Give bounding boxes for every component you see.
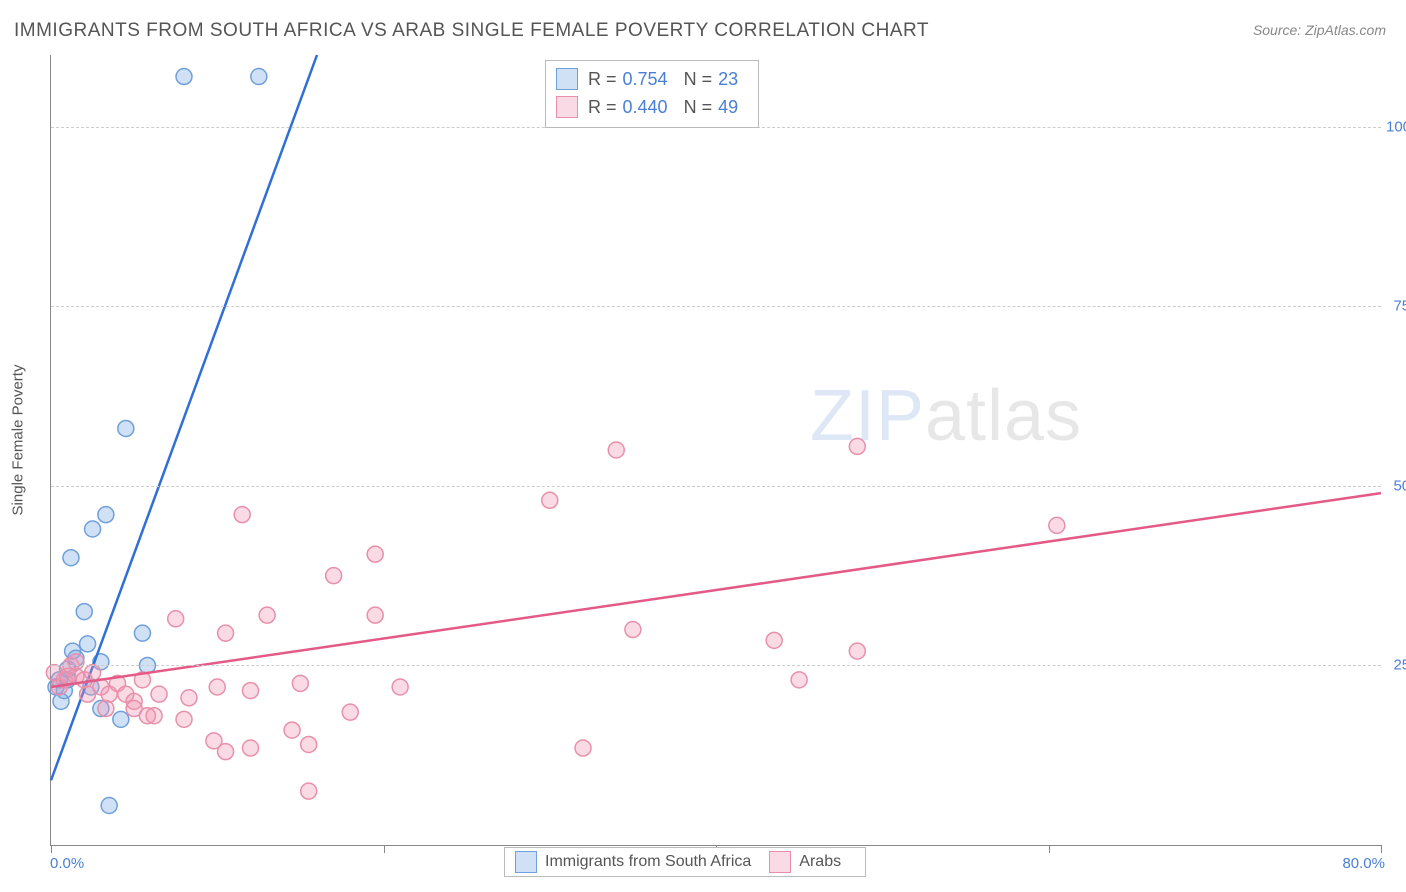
- x-tick: [1381, 845, 1382, 853]
- data-point: [85, 521, 101, 537]
- data-point: [146, 708, 162, 724]
- legend-label-sa: Immigrants from South Africa: [545, 853, 751, 871]
- data-point: [367, 607, 383, 623]
- x-tick: [1049, 845, 1050, 853]
- data-point: [76, 604, 92, 620]
- data-point: [326, 568, 342, 584]
- gridline: [51, 306, 1381, 307]
- y-tick-label: 50.0%: [1386, 477, 1406, 494]
- data-point: [151, 686, 167, 702]
- chart-plot-area: 25.0%50.0%75.0%100.0%: [50, 55, 1381, 846]
- data-point: [80, 636, 96, 652]
- data-point: [284, 722, 300, 738]
- x-tick-0: 0.0%: [50, 855, 84, 872]
- n-value-arab: 49: [718, 93, 738, 121]
- r-value-sa: 0.754: [623, 65, 668, 93]
- data-point: [98, 507, 114, 523]
- data-point: [367, 546, 383, 562]
- data-point: [63, 550, 79, 566]
- data-point: [342, 704, 358, 720]
- data-point: [176, 711, 192, 727]
- data-point: [251, 69, 267, 85]
- data-point: [98, 701, 114, 717]
- gridline: [51, 486, 1381, 487]
- data-point: [575, 740, 591, 756]
- data-point: [168, 611, 184, 627]
- swatch-arab: [769, 851, 791, 873]
- data-point: [301, 736, 317, 752]
- series-legend: Immigrants from South Africa Arabs: [504, 847, 866, 877]
- legend-row-arab: R = 0.440 N = 49: [556, 93, 744, 121]
- data-point: [243, 683, 259, 699]
- data-point: [209, 679, 225, 695]
- data-point: [791, 672, 807, 688]
- data-point: [1049, 517, 1065, 533]
- data-point: [101, 798, 117, 814]
- x-tick: [51, 845, 52, 853]
- r-label: R =: [588, 93, 617, 121]
- y-tick-label: 100.0%: [1386, 118, 1406, 135]
- data-point: [625, 622, 641, 638]
- trend-line: [51, 493, 1381, 687]
- n-label: N =: [684, 65, 713, 93]
- gridline: [51, 665, 1381, 666]
- scatter-svg: [51, 55, 1381, 845]
- x-tick: [384, 845, 385, 853]
- swatch-sa: [556, 68, 578, 90]
- chart-title: IMMIGRANTS FROM SOUTH AFRICA VS ARAB SIN…: [14, 20, 929, 42]
- data-point: [849, 643, 865, 659]
- n-label: N =: [684, 93, 713, 121]
- data-point: [218, 744, 234, 760]
- data-point: [542, 492, 558, 508]
- data-point: [608, 442, 624, 458]
- data-point: [292, 675, 308, 691]
- data-point: [243, 740, 259, 756]
- data-point: [218, 625, 234, 641]
- data-point: [113, 711, 129, 727]
- swatch-sa: [515, 851, 537, 873]
- x-tick-80: 80.0%: [1342, 855, 1385, 872]
- correlation-legend: R = 0.754 N = 23 R = 0.440 N = 49: [545, 60, 759, 128]
- y-tick-label: 25.0%: [1386, 657, 1406, 674]
- data-point: [766, 632, 782, 648]
- legend-row-sa: R = 0.754 N = 23: [556, 65, 744, 93]
- data-point: [85, 665, 101, 681]
- data-point: [176, 69, 192, 85]
- data-point: [259, 607, 275, 623]
- y-tick-label: 75.0%: [1386, 298, 1406, 315]
- data-point: [234, 507, 250, 523]
- data-point: [118, 420, 134, 436]
- data-point: [301, 783, 317, 799]
- legend-label-arab: Arabs: [799, 853, 841, 871]
- data-point: [134, 625, 150, 641]
- r-label: R =: [588, 65, 617, 93]
- data-point: [68, 654, 84, 670]
- swatch-arab: [556, 96, 578, 118]
- data-point: [392, 679, 408, 695]
- source-label: Source: ZipAtlas.com: [1253, 22, 1386, 38]
- n-value-sa: 23: [718, 65, 738, 93]
- data-point: [181, 690, 197, 706]
- y-axis-title: Single Female Poverty: [10, 365, 27, 516]
- r-value-arab: 0.440: [623, 93, 668, 121]
- data-point: [849, 438, 865, 454]
